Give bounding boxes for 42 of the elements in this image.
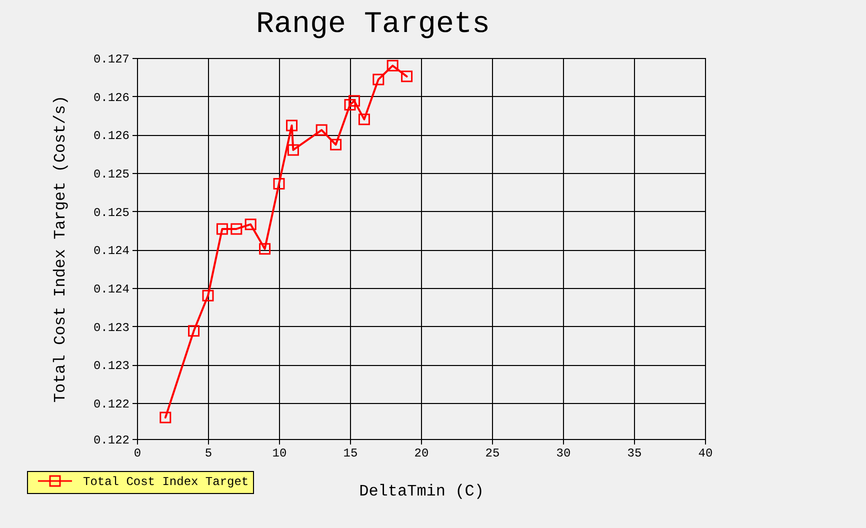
- chart-title: Range Targets: [256, 8, 490, 42]
- point: [160, 412, 172, 424]
- point: [286, 120, 298, 132]
- y-tick-label: 0.125: [93, 206, 130, 220]
- point: [230, 223, 242, 235]
- y-tick-label: 0.122: [93, 397, 130, 412]
- point: [259, 243, 271, 255]
- point: [372, 74, 384, 86]
- x-tick-label: 15: [343, 446, 358, 460]
- y-tick-label: 0.126: [93, 129, 130, 144]
- x-tick-label: 30: [556, 446, 571, 460]
- point: [348, 95, 360, 107]
- point: [202, 290, 214, 302]
- legend-label: Total Cost Index Target: [83, 475, 249, 489]
- x-tick-label: 5: [204, 446, 212, 460]
- point: [401, 70, 413, 82]
- y-tick-label: 0.124: [93, 244, 130, 258]
- y-tick-label: 0.123: [93, 359, 130, 374]
- point: [273, 178, 285, 190]
- y-tick-label: 0.124: [93, 282, 130, 296]
- point: [344, 99, 356, 111]
- point: [287, 144, 299, 156]
- y-tick-label: 0.127: [93, 52, 130, 66]
- y-axis-title: Total Cost Index Target (Cost/s): [51, 95, 70, 403]
- x-axis-title: DeltaTmin (C): [359, 482, 484, 500]
- x-tick-label: 35: [627, 446, 642, 460]
- x-tick-label: 20: [414, 446, 429, 460]
- y-tick-label: 0.123: [93, 320, 130, 335]
- point: [216, 223, 228, 235]
- x-tick-label: 40: [698, 446, 713, 460]
- point: [386, 60, 398, 72]
- point: [358, 114, 370, 126]
- point: [316, 124, 328, 136]
- x-tick-label: 0: [134, 446, 142, 460]
- x-tick-label: 10: [272, 446, 287, 460]
- x-tick-label: 25: [485, 446, 500, 460]
- point: [330, 138, 342, 150]
- point: [188, 325, 200, 337]
- point: [244, 218, 256, 230]
- y-tick-label: 0.125: [93, 167, 130, 182]
- y-tick-label: 0.122: [93, 434, 130, 448]
- y-tick-label: 0.126: [93, 90, 130, 105]
